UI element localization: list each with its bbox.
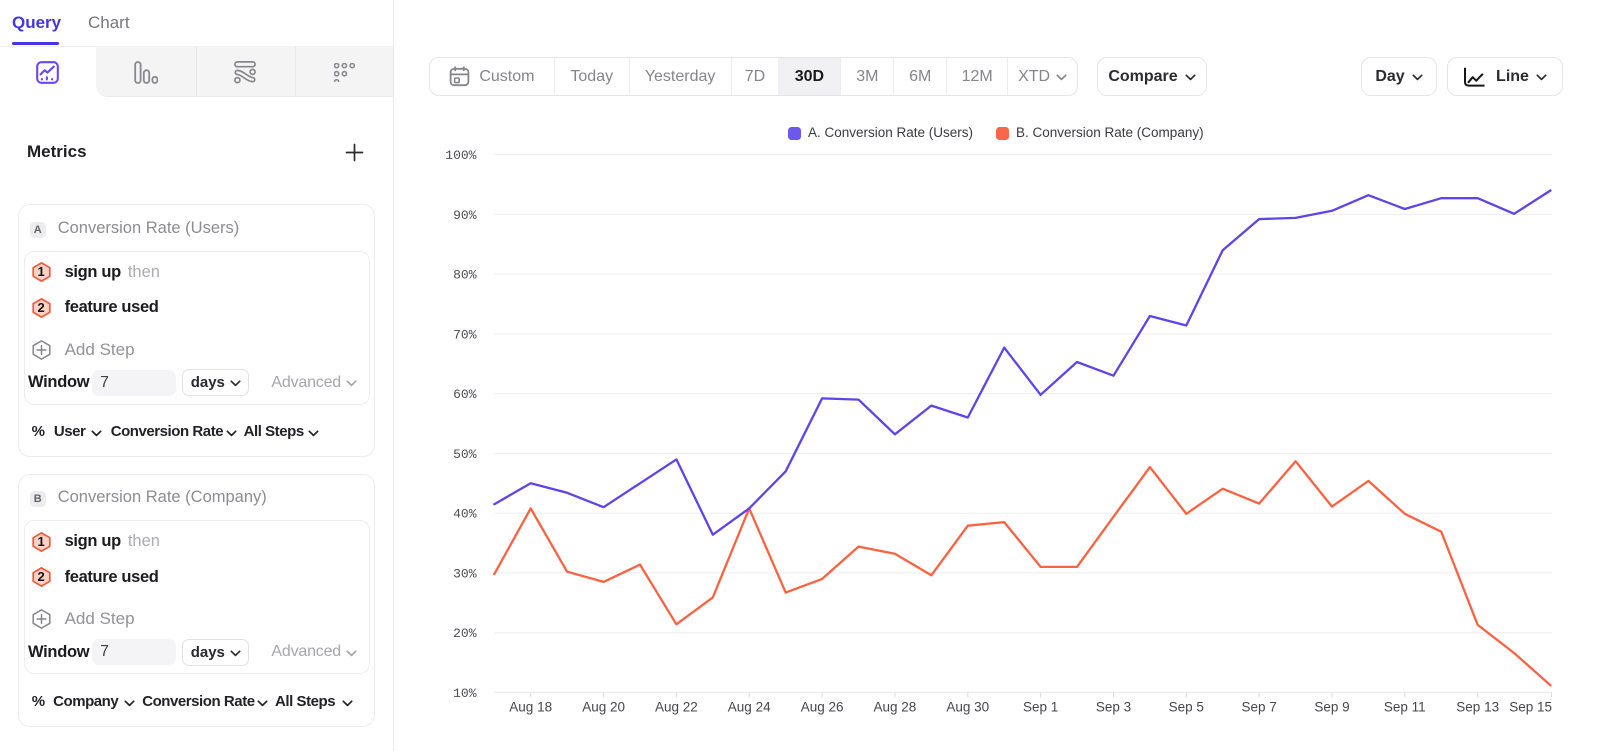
svg-text:Aug 28: Aug 28 [874, 700, 917, 715]
svg-text:Sep 15: Sep 15 [1509, 700, 1552, 715]
svg-text:50%: 50% [453, 447, 477, 462]
svg-text:Aug 30: Aug 30 [946, 700, 989, 715]
svg-text:Sep 11: Sep 11 [1384, 700, 1426, 715]
svg-text:100%: 100% [445, 148, 476, 163]
svg-text:Aug 18: Aug 18 [509, 700, 552, 715]
svg-text:70%: 70% [453, 327, 477, 342]
svg-text:Aug 24: Aug 24 [728, 700, 771, 715]
svg-text:Sep 5: Sep 5 [1169, 700, 1204, 715]
svg-text:Sep 3: Sep 3 [1096, 700, 1131, 715]
svg-text:10%: 10% [453, 686, 477, 701]
svg-text:Sep 13: Sep 13 [1456, 700, 1499, 715]
svg-text:Sep 7: Sep 7 [1241, 700, 1276, 715]
svg-text:60%: 60% [453, 387, 477, 402]
svg-text:Sep 9: Sep 9 [1314, 700, 1349, 715]
svg-text:Sep 1: Sep 1 [1023, 700, 1058, 715]
svg-text:90%: 90% [453, 208, 477, 223]
svg-text:40%: 40% [453, 507, 477, 522]
svg-text:20%: 20% [453, 626, 477, 641]
svg-text:Aug 26: Aug 26 [801, 700, 844, 715]
svg-text:Aug 20: Aug 20 [582, 700, 625, 715]
svg-text:80%: 80% [453, 268, 477, 283]
svg-text:Aug 22: Aug 22 [655, 700, 698, 715]
svg-text:30%: 30% [453, 566, 477, 581]
